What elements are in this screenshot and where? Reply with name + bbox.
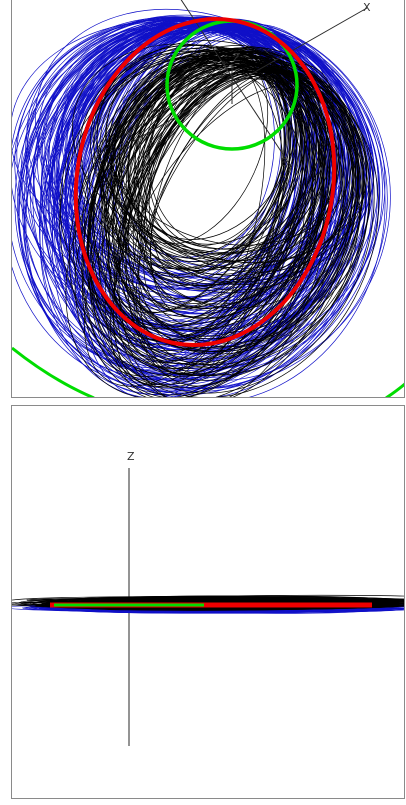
- z-axis-label: Z: [233, 51, 241, 64]
- side-view-panel: Z: [11, 405, 405, 799]
- top-view-plot: Z X E: [12, 0, 405, 398]
- outer-reference-arc-right: [386, 383, 405, 398]
- top-view-panel: Z X E: [11, 0, 405, 398]
- side-view-plot: Z: [12, 406, 405, 799]
- x-axis-label: X: [363, 1, 371, 14]
- z-axis-label: Z: [127, 450, 135, 463]
- e-axis-label: E: [280, 156, 287, 169]
